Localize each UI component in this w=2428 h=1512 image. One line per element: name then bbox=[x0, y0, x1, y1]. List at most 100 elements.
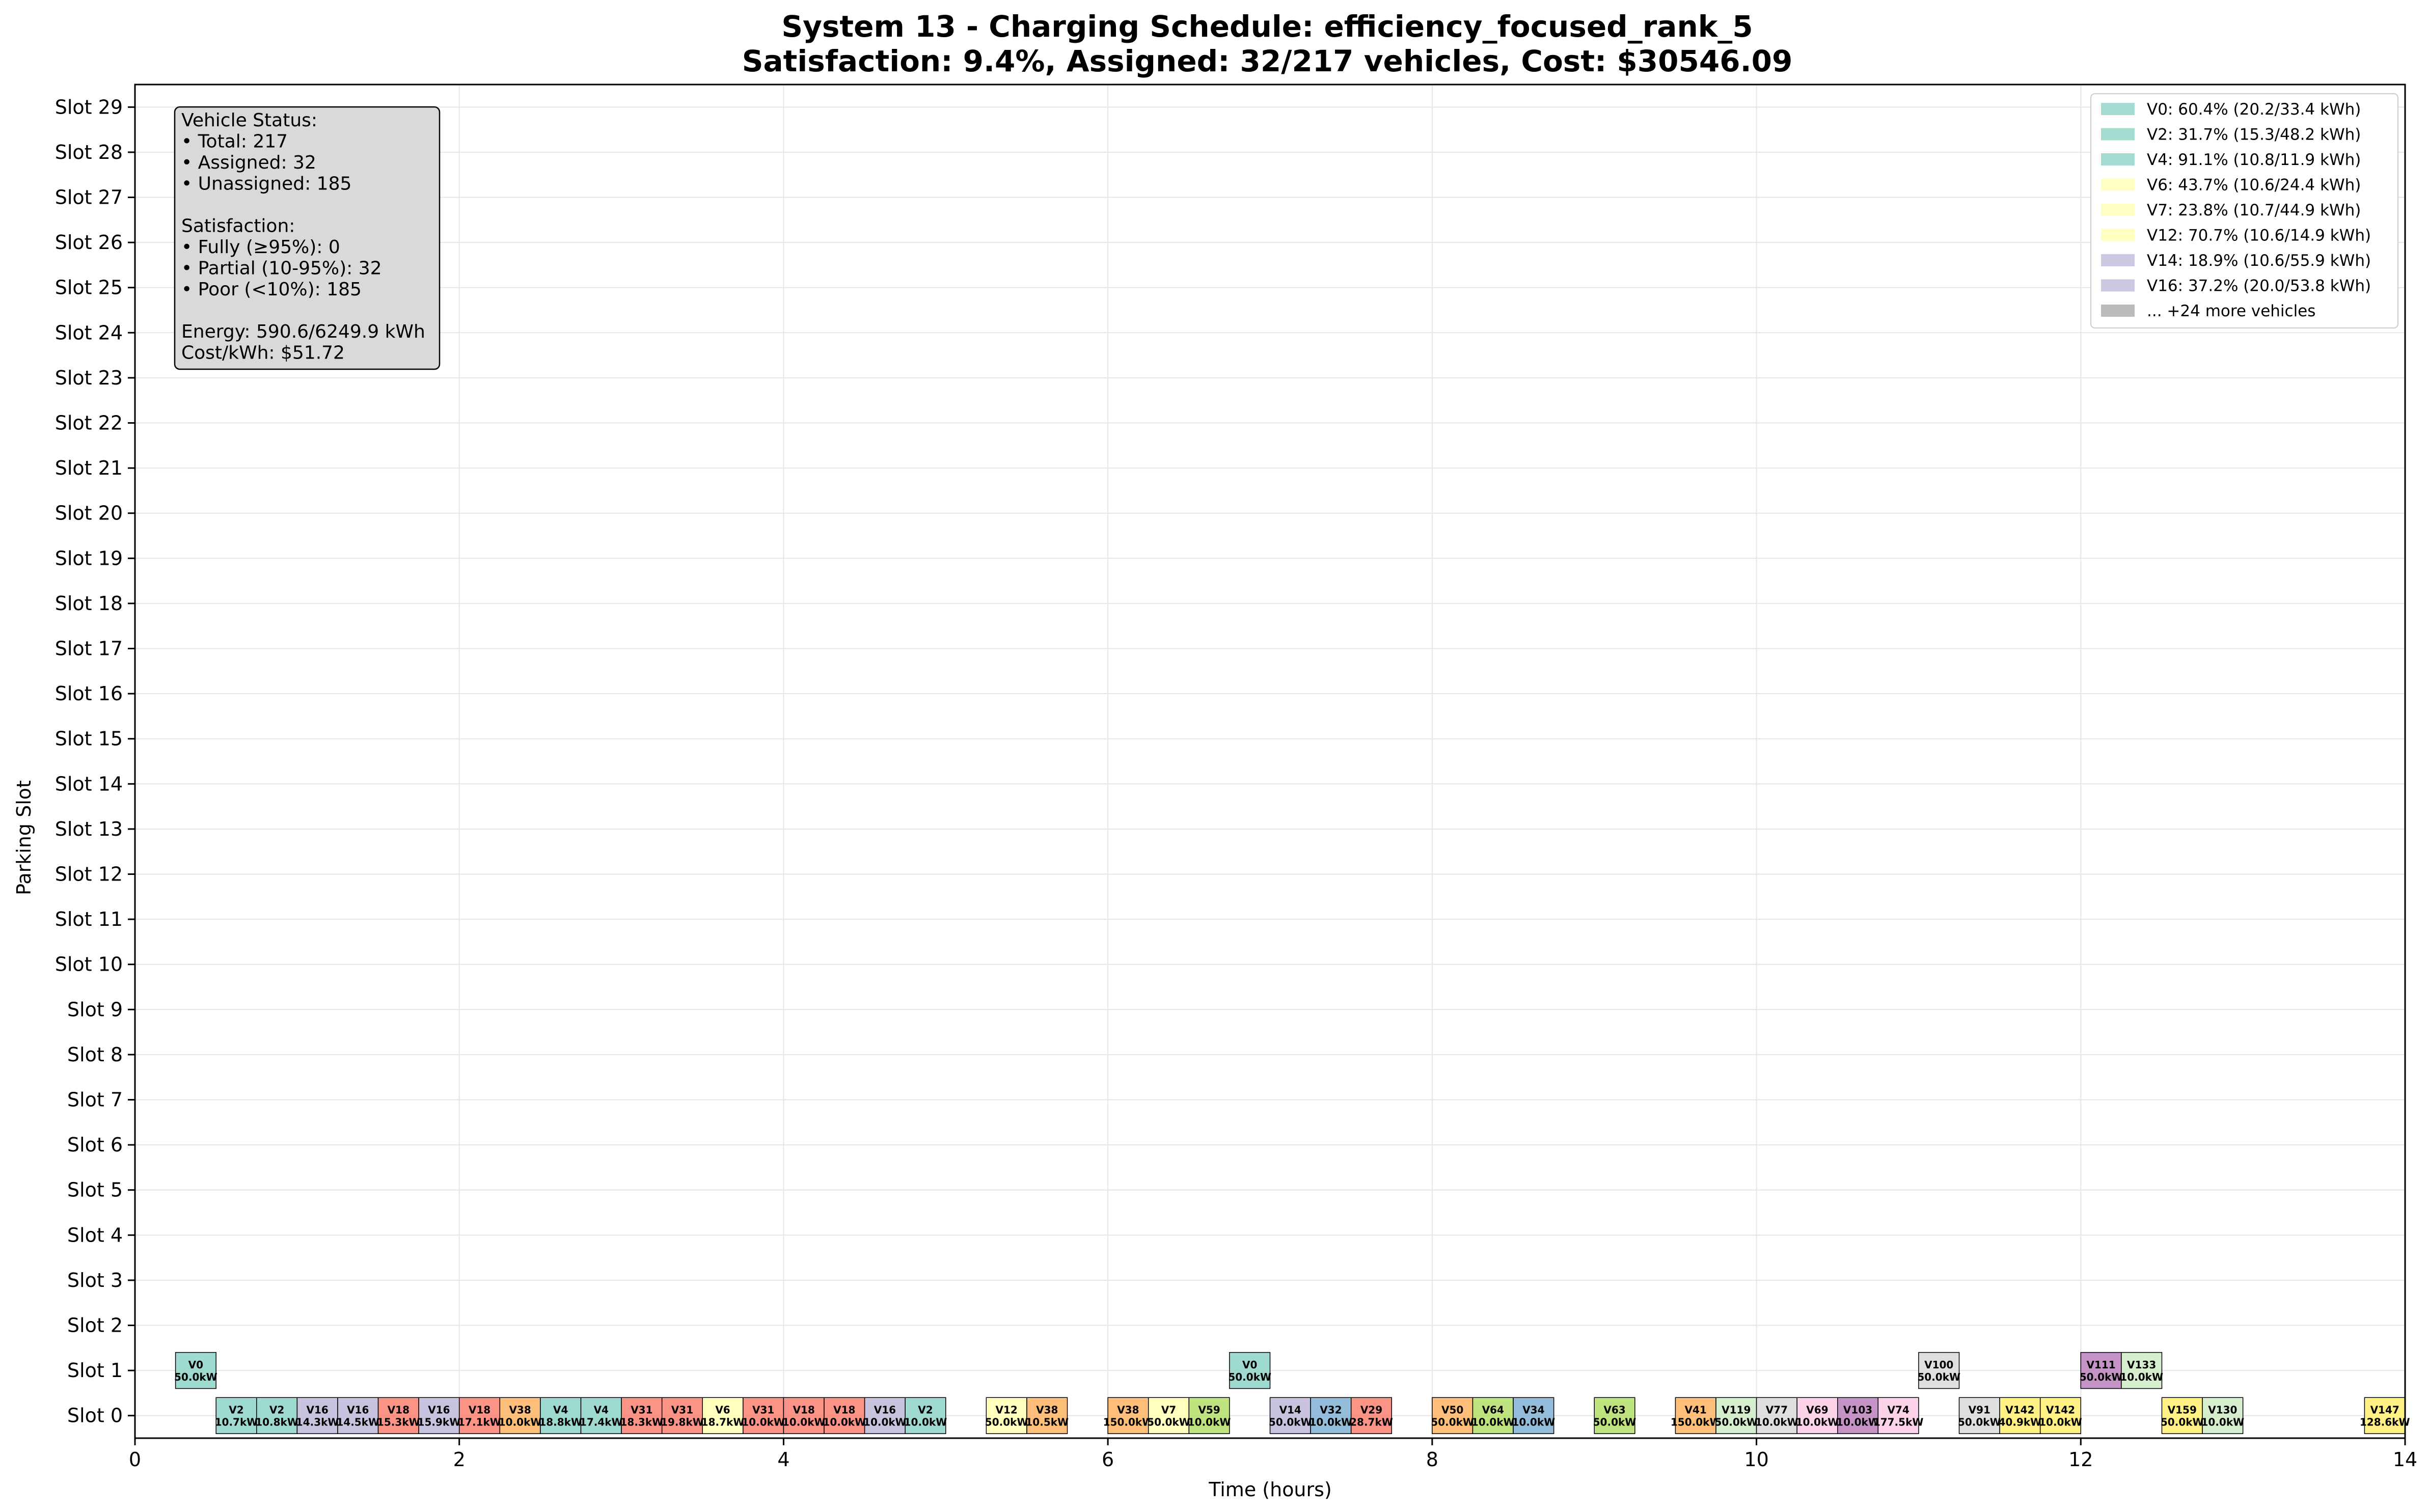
y-tick-label: Slot 17 bbox=[55, 638, 123, 660]
block-power-label: 10.8kW bbox=[255, 1416, 298, 1428]
vehicle-status-box: Vehicle Status:• Total: 217• Assigned: 3… bbox=[174, 106, 441, 370]
block-power-label: 10.0kW bbox=[742, 1416, 785, 1428]
y-tick-label: Slot 26 bbox=[55, 231, 123, 254]
block-power-label: 10.0kW bbox=[1796, 1416, 1839, 1428]
block-vehicle-label: V2 bbox=[269, 1404, 284, 1416]
y-tick-label: Slot 6 bbox=[67, 1134, 123, 1156]
block-power-label: 18.7kW bbox=[701, 1416, 745, 1428]
status-line: • Poor (<10%): 185 bbox=[181, 279, 362, 300]
block-vehicle-label: V142 bbox=[2046, 1404, 2075, 1416]
status-line: • Assigned: 32 bbox=[181, 152, 316, 173]
block-power-label: 10.0kW bbox=[1836, 1416, 1879, 1428]
y-tick-label: Slot 22 bbox=[55, 412, 123, 434]
legend-entry: ... +24 more vehicles bbox=[2147, 302, 2315, 320]
block-power-label: 50.0kW bbox=[1147, 1416, 1190, 1428]
block-power-label: 14.3kW bbox=[296, 1416, 339, 1428]
block-vehicle-label: V31 bbox=[671, 1404, 693, 1416]
legend-entry: V14: 18.9% (10.6/55.9 kWh) bbox=[2147, 252, 2371, 270]
schedule-block-bar bbox=[2080, 1352, 2122, 1389]
schedule-block-bar bbox=[1310, 1397, 1352, 1434]
block-vehicle-label: V133 bbox=[2127, 1359, 2156, 1371]
schedule-block-bar bbox=[2202, 1397, 2244, 1434]
block-power-label: 50.0kW bbox=[1431, 1416, 1474, 1428]
y-tick-label: Slot 7 bbox=[67, 1089, 123, 1111]
schedule-blocks: V050.0kWV210.7kWV210.8kWV1614.3kWV1614.5… bbox=[174, 1352, 2410, 1434]
block-power-label: 50.0kW bbox=[1228, 1371, 1271, 1383]
schedule-block-bar bbox=[296, 1397, 338, 1434]
legend-entry: V0: 60.4% (20.2/33.4 kWh) bbox=[2147, 100, 2361, 119]
schedule-block-bar bbox=[1918, 1352, 1960, 1389]
block-power-label: 10.0kW bbox=[863, 1416, 907, 1428]
block-vehicle-label: V59 bbox=[1198, 1404, 1220, 1416]
block-vehicle-label: V119 bbox=[1722, 1404, 1751, 1416]
legend-entry: V12: 70.7% (10.6/14.9 kWh) bbox=[2147, 227, 2371, 245]
schedule-block-bar bbox=[1188, 1397, 1230, 1434]
y-tick-label: Slot 21 bbox=[55, 457, 123, 479]
block-power-label: 50.0kW bbox=[174, 1371, 217, 1383]
block-vehicle-label: V31 bbox=[631, 1404, 652, 1416]
block-power-label: 50.0kW bbox=[1958, 1416, 2001, 1428]
block-vehicle-label: V34 bbox=[1522, 1404, 1544, 1416]
schedule-block-bar bbox=[1513, 1397, 1554, 1434]
legend: V0: 60.4% (20.2/33.4 kWh) V2: 31.7% (15.3… bbox=[2090, 93, 2398, 328]
block-vehicle-label: V29 bbox=[1360, 1404, 1382, 1416]
block-power-label: 10.0kW bbox=[1188, 1416, 1231, 1428]
block-power-label: 10.5kW bbox=[1025, 1416, 1069, 1428]
block-power-label: 10.0kW bbox=[2039, 1416, 2082, 1428]
x-tick-label: 4 bbox=[777, 1448, 789, 1471]
x-tick-label: 14 bbox=[2393, 1448, 2417, 1471]
block-vehicle-label: V74 bbox=[1887, 1404, 1909, 1416]
block-vehicle-label: V77 bbox=[1766, 1404, 1788, 1416]
y-tick-label: Slot 2 bbox=[67, 1314, 123, 1337]
block-power-label: 128.6kW bbox=[2360, 1416, 2410, 1428]
block-power-label: 10.0kW bbox=[1310, 1416, 1353, 1428]
x-tick-label: 0 bbox=[129, 1448, 141, 1471]
schedule-block-bar bbox=[1958, 1397, 2000, 1434]
schedule-block-bar bbox=[337, 1397, 379, 1434]
block-power-label: 10.0kW bbox=[1512, 1416, 1555, 1428]
block-vehicle-label: V63 bbox=[1603, 1404, 1625, 1416]
x-tick-label: 10 bbox=[1744, 1448, 1768, 1471]
block-power-label: 50.0kW bbox=[1269, 1416, 1312, 1428]
legend-entry: V7: 23.8% (10.7/44.9 kWh) bbox=[2147, 201, 2361, 219]
y-tick-label: Slot 5 bbox=[67, 1179, 123, 1201]
block-power-label: 177.5kW bbox=[1873, 1416, 1924, 1428]
schedule-block-bar bbox=[986, 1397, 1027, 1434]
block-vehicle-label: V14 bbox=[1279, 1404, 1301, 1416]
schedule-block-bar bbox=[1026, 1397, 1068, 1434]
legend-swatch bbox=[2101, 254, 2135, 266]
block-vehicle-label: V50 bbox=[1441, 1404, 1463, 1416]
y-tick-label: Slot 0 bbox=[67, 1405, 123, 1427]
schedule-block-bar bbox=[2121, 1352, 2163, 1389]
block-vehicle-label: V4 bbox=[553, 1404, 568, 1416]
legend-swatch bbox=[2101, 305, 2135, 317]
x-axis-ticks: 0 2 4 6 8 10 12 14 bbox=[129, 1438, 2417, 1471]
y-tick-label: Slot 27 bbox=[55, 186, 123, 209]
schedule-block-bar bbox=[1269, 1397, 1311, 1434]
y-tick-label: Slot 28 bbox=[55, 141, 123, 163]
y-tick-label: Slot 10 bbox=[55, 953, 123, 976]
block-power-label: 10.0kW bbox=[904, 1416, 947, 1428]
schedule-block-bar bbox=[702, 1397, 744, 1434]
